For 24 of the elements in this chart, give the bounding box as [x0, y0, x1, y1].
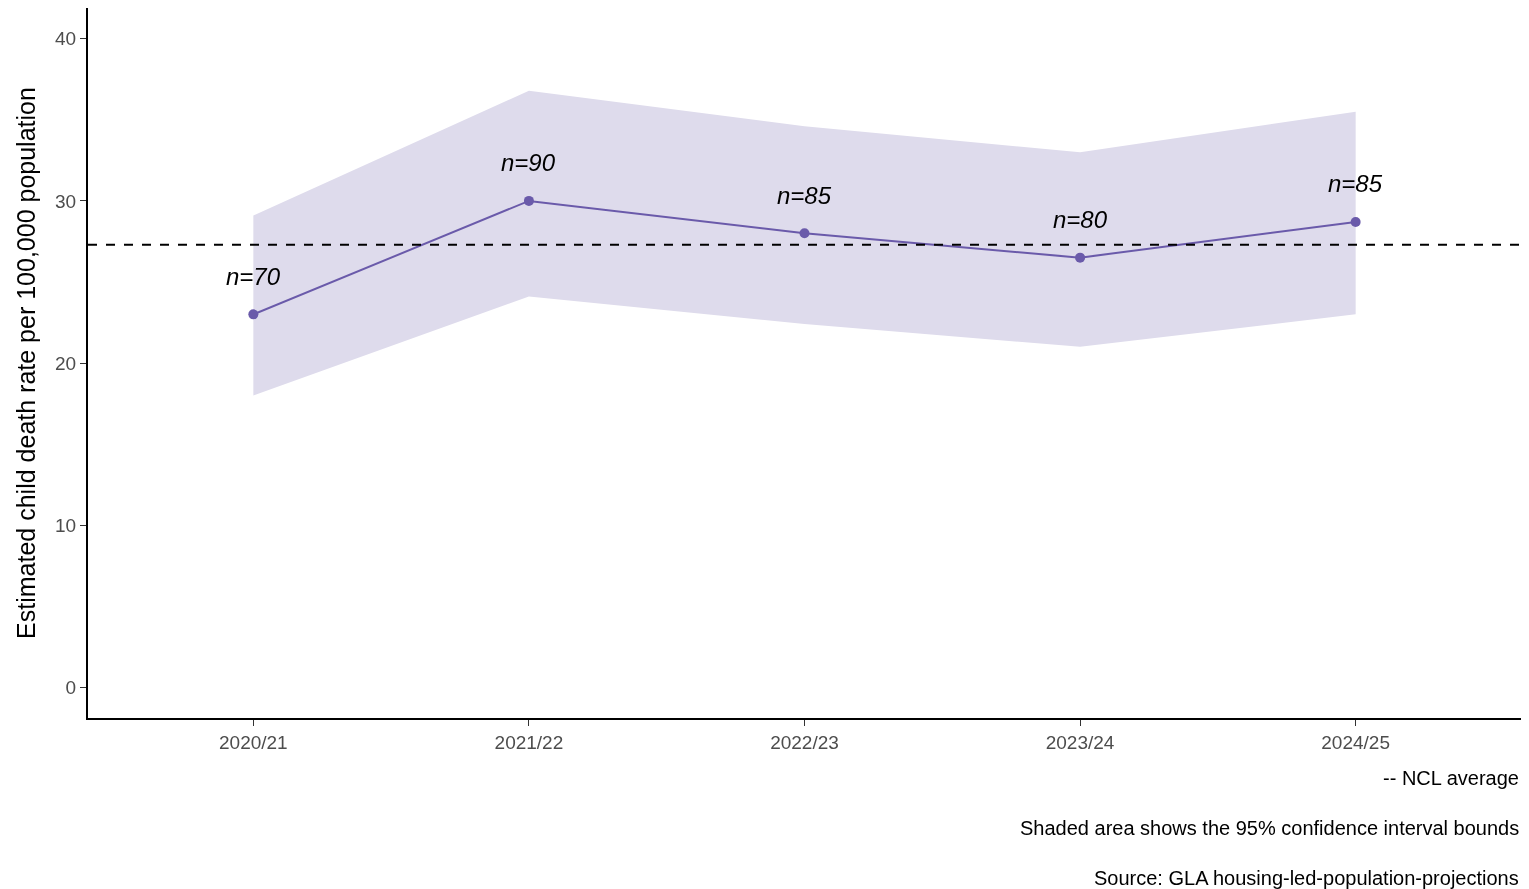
x-tick-label: 2020/21 — [219, 731, 288, 753]
x-tick-label: 2024/25 — [1321, 731, 1390, 753]
ref-line-label: -- NCL average — [1383, 767, 1519, 789]
x-tick-label: 2021/22 — [494, 731, 564, 753]
annotation: n=80 — [1053, 206, 1108, 233]
annotation: n=70 — [226, 263, 281, 290]
y-tick-label: 40 — [55, 28, 77, 50]
y-tick-label: 20 — [55, 352, 77, 374]
annotation: n=90 — [501, 149, 556, 176]
y-tick-label: 10 — [55, 514, 77, 536]
annotation: n=85 — [777, 182, 832, 209]
y-tick-label: 0 — [65, 676, 77, 698]
point — [799, 228, 810, 239]
text: Shaded area shows the 95% confidence interval bounds — [1020, 817, 1520, 839]
x-tick-label: 2022/23 — [770, 731, 839, 753]
point — [1075, 252, 1086, 263]
point — [1350, 216, 1361, 227]
y-tick-label: 30 — [55, 190, 77, 212]
y-axis-title: Estimated child death rate per 100,000 population — [12, 87, 41, 639]
x-tick-label: 2023/24 — [1045, 731, 1115, 753]
source-note: Source: GLA housing-led-population-projections — [1094, 867, 1519, 889]
point — [248, 309, 259, 320]
point — [523, 195, 534, 206]
annotation: n=85 — [1328, 170, 1383, 197]
